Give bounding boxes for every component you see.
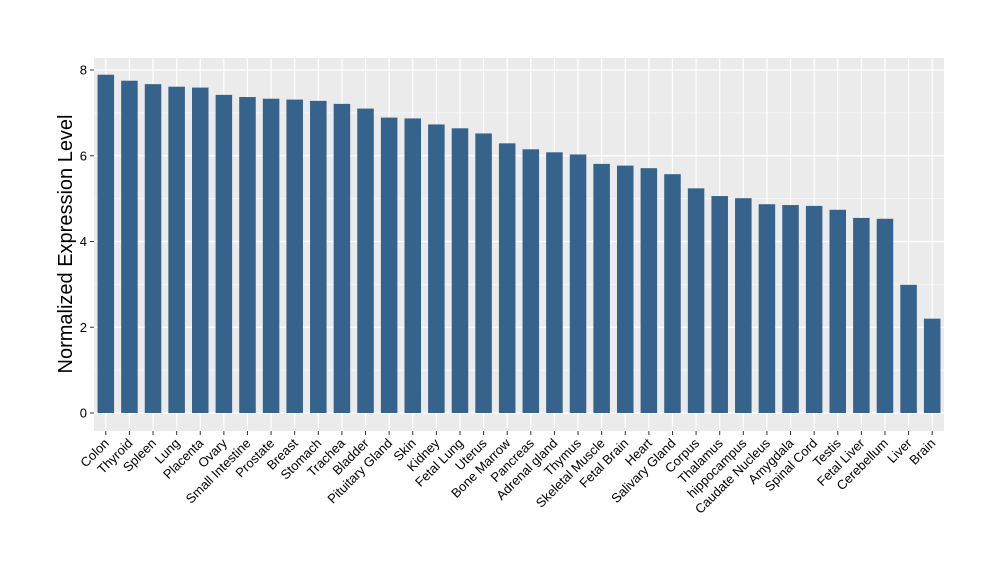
bar: [546, 152, 563, 413]
bar: [121, 80, 138, 413]
y-tick-label: 6: [80, 148, 87, 163]
bar: [853, 217, 870, 413]
bar: [923, 318, 941, 413]
bar: [569, 154, 587, 413]
y-tick-label: 8: [80, 63, 87, 78]
bar: [711, 196, 728, 413]
bar: [829, 209, 847, 413]
bar: [522, 149, 540, 413]
plot-panel: [94, 58, 944, 431]
bar: [428, 124, 445, 414]
y-axis: 0 2 4 6 8: [80, 63, 94, 421]
bar: [310, 100, 327, 414]
bar: [735, 198, 752, 413]
bar: [805, 205, 823, 413]
bar: [215, 94, 233, 414]
bars: [97, 74, 941, 414]
y-axis-title: Normalized Expression Level: [55, 114, 77, 373]
bar: [782, 205, 799, 413]
bar: [664, 174, 681, 413]
y-tick-label: 4: [80, 234, 87, 249]
x-axis: ColonThyroidSpleenLungPlacentaOvarySmall…: [77, 431, 938, 517]
bar: [687, 188, 705, 413]
y-tick-label: 0: [80, 406, 87, 421]
bar: [262, 98, 280, 413]
bar: [144, 84, 162, 414]
bar: [97, 74, 115, 413]
bar: [451, 128, 469, 413]
bar: [876, 218, 894, 413]
x-tick-label: Brain: [906, 436, 938, 468]
bar: [640, 168, 658, 413]
bar: [380, 117, 398, 413]
bar: [593, 163, 610, 413]
bar: [498, 143, 516, 413]
bar: [286, 99, 303, 414]
bar: [333, 103, 351, 413]
y-tick-label: 2: [80, 320, 87, 335]
bar: [900, 284, 917, 413]
bar: [191, 87, 209, 414]
bar: [357, 108, 374, 414]
bar: [168, 86, 185, 413]
bar: [616, 165, 634, 413]
bar: [475, 133, 492, 413]
bar: [758, 204, 776, 413]
bar: [404, 118, 422, 413]
bar: [239, 97, 256, 413]
